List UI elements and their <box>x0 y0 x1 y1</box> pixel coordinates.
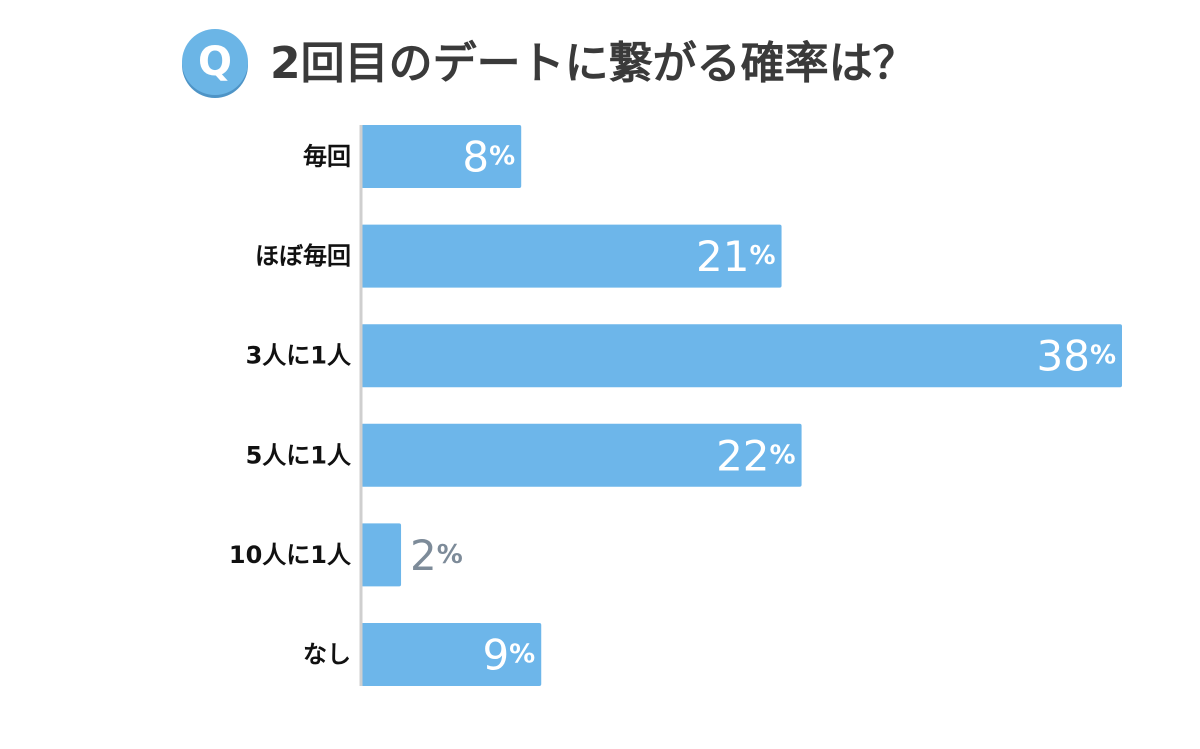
category-label-2: ほぼ毎回 <box>255 242 351 270</box>
bar-2 <box>361 224 782 288</box>
category-label-3: 3人に1人 <box>246 342 351 370</box>
bars-group <box>361 125 1122 686</box>
category-label-5: 10人に1人 <box>229 541 351 569</box>
bar-3 <box>361 324 1122 388</box>
category-label-6: なし <box>303 641 351 669</box>
value-label-5: 2% <box>410 530 463 579</box>
value-label-6: 9% <box>482 630 535 679</box>
category-label-4: 5人に1人 <box>246 441 351 469</box>
value-labels-group: 8% 21% 38% 22% 2% 9% <box>410 132 1116 679</box>
bar-6 <box>361 623 542 686</box>
category-label-1: 毎回 <box>303 143 351 171</box>
value-label-4: 22% <box>716 431 796 480</box>
bar-5 <box>361 523 402 587</box>
value-label-3: 38% <box>1036 331 1116 380</box>
value-label-2: 21% <box>696 232 776 281</box>
value-label-1: 8% <box>462 132 515 181</box>
bar-1 <box>361 125 522 188</box>
question-badge-icon: Q <box>182 29 248 95</box>
bar-4 <box>361 423 802 487</box>
chart-header: Q 2回目のデートに繋がる確率は？ <box>0 0 1200 120</box>
chart-title: 2回目のデートに繋がる確率は？ <box>270 38 917 89</box>
